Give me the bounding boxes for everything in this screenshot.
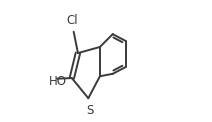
- Text: HO: HO: [49, 75, 67, 88]
- Text: Cl: Cl: [66, 14, 78, 27]
- Text: S: S: [86, 104, 94, 117]
